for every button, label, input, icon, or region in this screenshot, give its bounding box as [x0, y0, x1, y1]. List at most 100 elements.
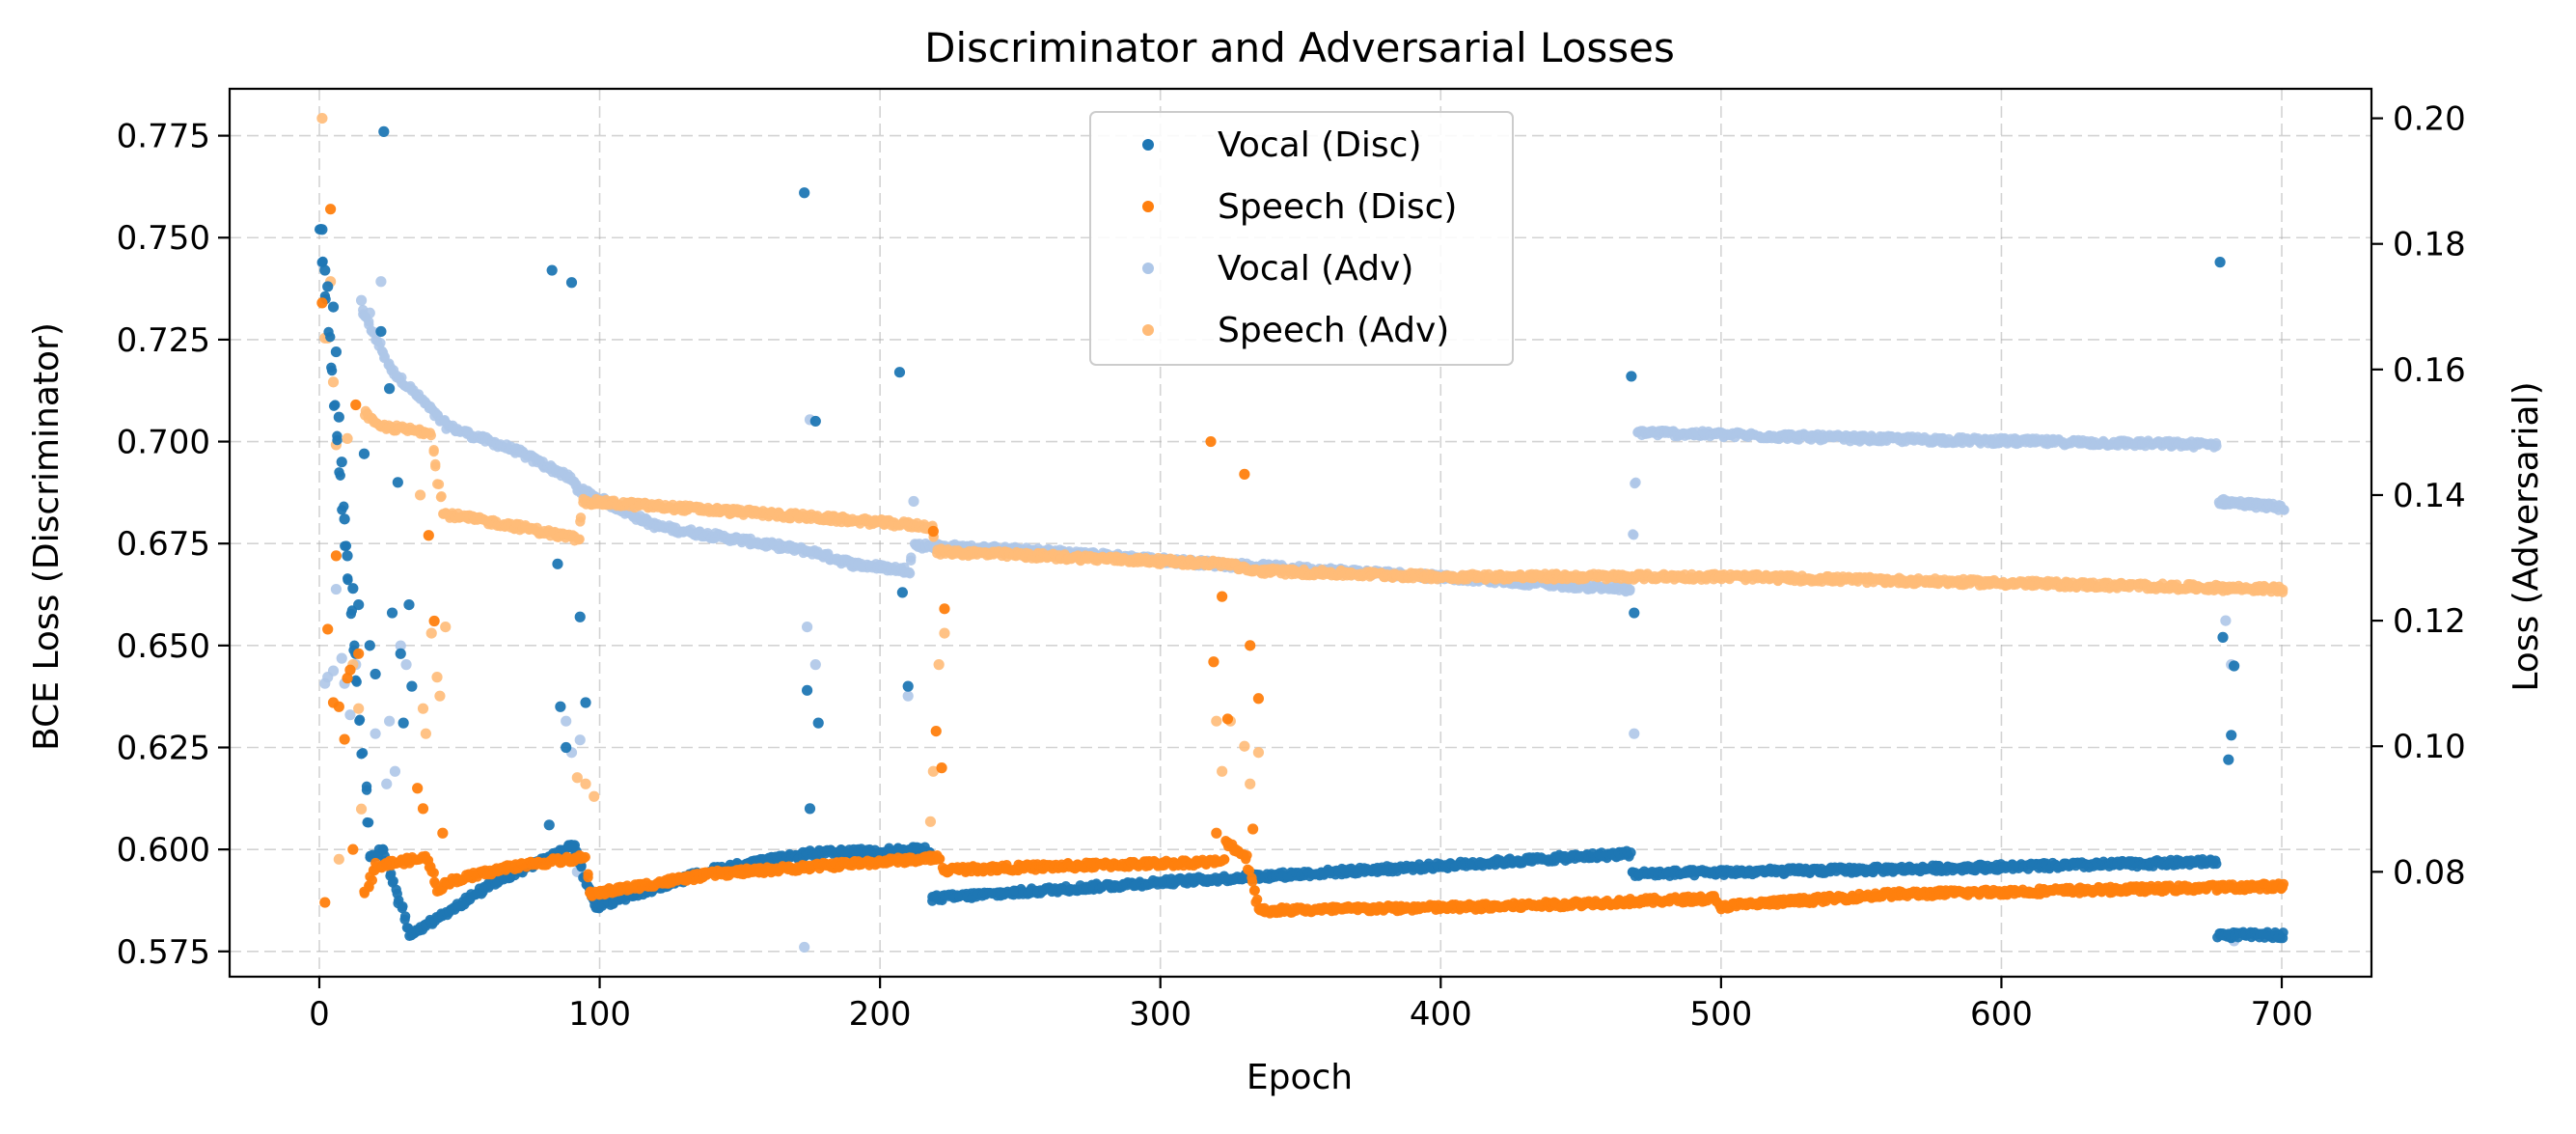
point-vocal-disc — [347, 583, 358, 594]
point-vocal-disc — [339, 502, 348, 512]
point-speech-adv — [934, 659, 945, 670]
point-speech-adv — [440, 622, 451, 632]
point-speech-disc — [1250, 885, 1260, 895]
point-vocal-disc — [552, 559, 562, 569]
point-speech-adv — [2278, 585, 2288, 595]
point-vocal-adv — [375, 276, 386, 287]
point-vocal-disc — [1629, 607, 1639, 618]
point-speech-adv — [939, 628, 949, 639]
point-vocal-disc — [327, 366, 337, 375]
point-speech-adv — [436, 492, 446, 502]
point-vocal-disc — [365, 640, 375, 650]
point-speech-adv — [589, 791, 599, 802]
point-vocal-disc — [805, 803, 815, 814]
point-vocal-disc — [370, 669, 380, 679]
point-speech-adv — [428, 447, 438, 456]
point-vocal-disc — [2217, 632, 2228, 643]
point-speech-disc — [429, 877, 439, 887]
point-vocal-adv — [908, 496, 918, 507]
point-vocal-disc — [393, 477, 403, 487]
point-vocal-adv — [400, 659, 411, 670]
point-vocal-disc — [342, 550, 352, 561]
point-vocal-disc — [319, 264, 330, 275]
point-vocal-disc — [580, 697, 590, 707]
point-vocal-disc — [362, 782, 371, 791]
point-vocal-disc — [2278, 933, 2288, 943]
point-vocal-adv — [370, 729, 380, 739]
point-speech-adv — [334, 854, 344, 865]
point-vocal-disc — [400, 911, 410, 921]
point-vocal-adv — [381, 779, 392, 789]
point-speech-disc — [1247, 872, 1256, 882]
point-vocal-disc — [328, 301, 339, 312]
point-vocal-adv — [905, 568, 915, 578]
point-vocal-disc — [561, 742, 571, 753]
point-vocal-disc — [398, 718, 409, 729]
point-vocal-disc — [332, 435, 342, 445]
point-vocal-disc — [384, 383, 395, 394]
point-vocal-adv — [337, 653, 347, 664]
point-vocal-disc — [802, 685, 812, 696]
point-vocal-adv — [390, 766, 400, 777]
point-vocal-adv — [802, 622, 812, 632]
point-speech-adv — [580, 779, 590, 789]
point-vocal-disc — [903, 681, 914, 692]
point-speech-disc — [581, 852, 590, 862]
point-vocal-disc — [389, 876, 398, 886]
point-vocal-adv — [1625, 586, 1634, 595]
point-vocal-disc — [566, 277, 577, 288]
point-vocal-adv — [328, 666, 339, 677]
point-vocal-adv — [561, 716, 571, 727]
point-speech-adv — [328, 376, 339, 387]
point-vocal-disc — [359, 449, 370, 459]
point-speech-adv — [1217, 766, 1227, 777]
point-speech-adv — [1253, 747, 1264, 758]
point-vocal-disc — [337, 456, 347, 467]
point-vocal-disc — [340, 513, 350, 524]
point-vocal-disc — [2214, 257, 2225, 267]
point-vocal-disc — [331, 346, 342, 357]
point-vocal-adv — [2220, 615, 2231, 625]
point-speech-adv — [434, 480, 444, 489]
point-vocal-adv — [365, 308, 375, 318]
point-speech-adv — [415, 489, 425, 500]
point-speech-disc — [1242, 850, 1251, 860]
point-vocal-disc — [2223, 755, 2233, 765]
point-vocal-disc — [396, 649, 406, 659]
point-vocal-adv — [903, 691, 914, 702]
point-vocal-disc — [387, 607, 397, 618]
point-vocal-disc — [2229, 660, 2239, 671]
point-speech-disc — [935, 854, 945, 864]
point-vocal-adv — [575, 734, 586, 745]
point-vocal-disc — [2211, 859, 2221, 869]
point-vocal-disc — [894, 367, 905, 377]
point-speech-adv — [342, 433, 352, 444]
point-vocal-adv — [1629, 729, 1639, 739]
point-vocal-adv — [356, 295, 367, 306]
point-speech-disc — [1243, 865, 1252, 874]
point-vocal-disc — [569, 840, 580, 850]
point-vocal-disc — [1626, 847, 1635, 857]
point-vocal-disc — [799, 187, 809, 198]
point-vocal-disc — [343, 573, 352, 583]
point-vocal-disc — [362, 817, 371, 827]
point-vocal-adv — [331, 584, 342, 595]
point-vocal-disc — [810, 416, 821, 427]
point-vocal-disc — [356, 749, 366, 759]
point-speech-adv — [925, 816, 936, 827]
point-speech-adv — [1245, 779, 1255, 789]
point-vocal-disc — [403, 599, 414, 610]
point-speech-disc — [1252, 895, 1262, 904]
point-vocal-adv — [2279, 505, 2288, 514]
point-vocal-adv — [384, 716, 395, 727]
point-speech-adv — [426, 628, 437, 639]
point-vocal-disc — [342, 540, 351, 550]
point-speech-disc — [368, 875, 377, 885]
point-vocal-disc — [575, 612, 586, 622]
point-speech-adv — [418, 704, 428, 714]
point-speech-disc — [583, 872, 592, 882]
point-vocal-disc — [406, 681, 417, 692]
point-vocal-disc — [378, 126, 389, 137]
point-speech-adv — [1211, 716, 1221, 727]
